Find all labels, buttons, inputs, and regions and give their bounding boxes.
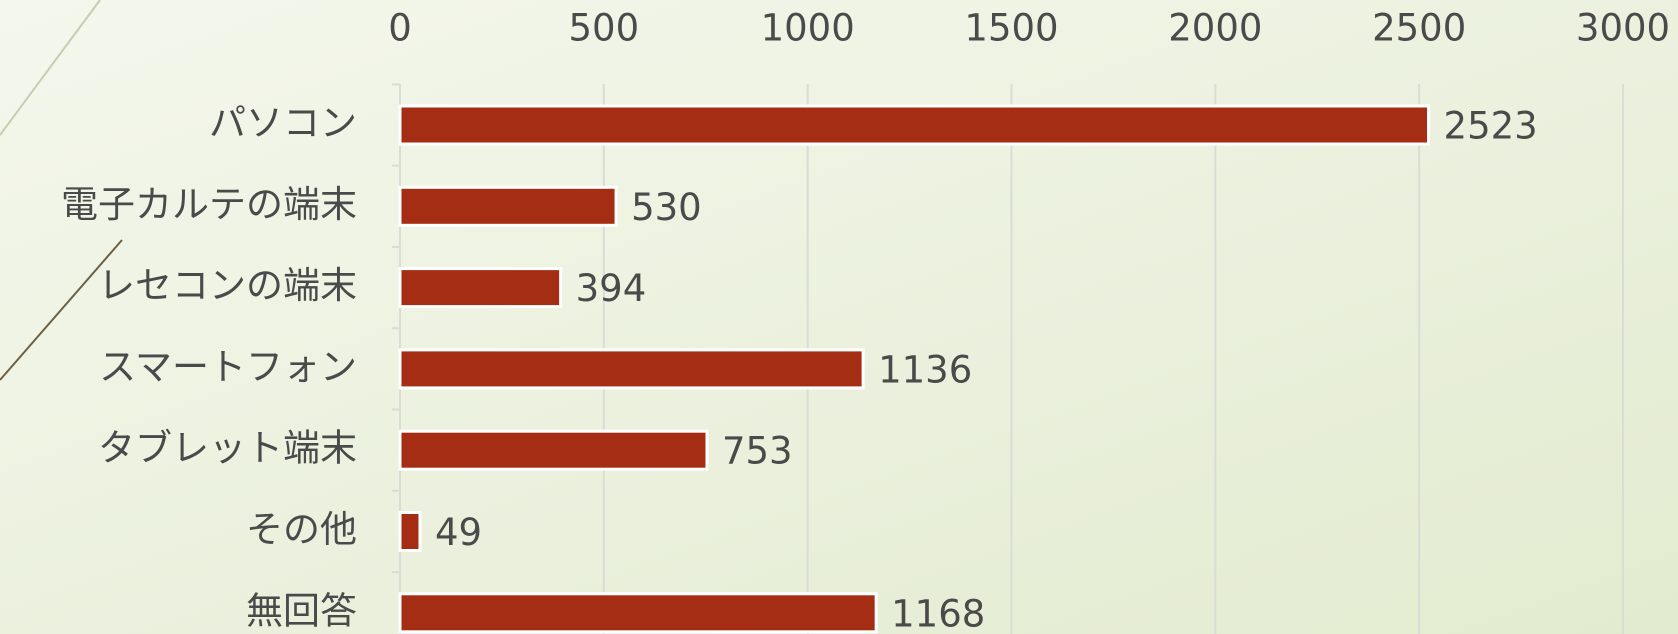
x-tick-label: 3000 (1576, 7, 1670, 50)
bar (398, 511, 422, 552)
x-tick-label: 500 (569, 7, 640, 50)
data-label: 530 (631, 186, 702, 229)
x-tick-label: 0 (388, 7, 412, 50)
y-tick-label: タブレット端末 (98, 427, 357, 470)
decor-line (0, 239, 123, 381)
data-label: 2523 (1444, 105, 1538, 148)
bar (398, 267, 563, 309)
x-tick-label: 1000 (761, 7, 855, 50)
y-tick-label: レセコンの端末 (98, 264, 357, 307)
y-tick-label: 無回答 (246, 589, 357, 632)
data-label: 1168 (891, 592, 985, 634)
data-label: 753 (722, 430, 793, 473)
x-tick-label: 2500 (1372, 7, 1466, 50)
data-label: 394 (576, 267, 647, 310)
y-tick-label: 電子カルテの端末 (61, 183, 357, 226)
y-tick-label: パソコン (209, 102, 357, 145)
data-label: 1136 (878, 348, 972, 391)
bar (398, 104, 1431, 146)
bar (398, 348, 865, 390)
y-tick-label: その他 (246, 508, 357, 551)
x-tick-label: 1500 (964, 7, 1058, 50)
bar (398, 429, 709, 471)
bar (398, 592, 878, 634)
y-tick-label: スマートフォン (99, 345, 357, 388)
x-tick-label: 2000 (1168, 7, 1262, 50)
bar (398, 185, 618, 227)
data-label: 49 (435, 511, 482, 554)
decor-line (0, 0, 101, 136)
